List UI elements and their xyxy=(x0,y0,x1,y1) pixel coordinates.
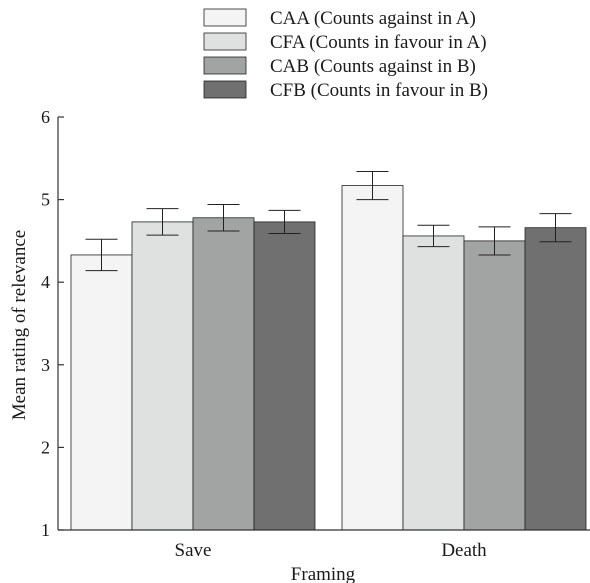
bar xyxy=(463,240,526,531)
bar xyxy=(192,217,255,531)
y-tick-label: 3 xyxy=(41,355,50,375)
legend-label: CAB (Counts against in B) xyxy=(270,56,476,77)
y-ticks: 1 2 3 4 5 6 xyxy=(41,107,64,540)
x-tick-label: Save xyxy=(175,540,212,561)
y-tick-label: 2 xyxy=(41,437,50,457)
y-tick-label: 4 xyxy=(41,272,50,292)
bar xyxy=(131,221,194,531)
bar xyxy=(253,221,316,531)
axes xyxy=(57,117,590,531)
bar xyxy=(341,185,404,531)
y-tick-label: 6 xyxy=(41,107,50,127)
y-tick-label: 1 xyxy=(41,520,50,540)
y-axis-label: Mean rating of relevance xyxy=(9,230,30,420)
legend-label: CFA (Counts in favour in A) xyxy=(270,32,487,53)
legend-swatch xyxy=(203,80,247,99)
x-tick-label: Death xyxy=(441,540,487,561)
legend: CAA (Counts against in A) CFA (Counts in … xyxy=(203,8,488,101)
legend-label: CAA (Counts against in A) xyxy=(270,8,476,29)
bar xyxy=(70,254,133,531)
bar xyxy=(524,227,587,531)
y-tick-label: 5 xyxy=(41,190,50,210)
legend-swatch xyxy=(203,32,247,51)
x-categories: Save Death xyxy=(175,540,488,561)
bar xyxy=(402,235,465,531)
error-bars xyxy=(85,171,572,272)
x-axis-label: Framing xyxy=(291,564,356,583)
bars xyxy=(70,185,587,531)
legend-swatch xyxy=(203,8,247,27)
legend-swatch xyxy=(203,56,247,75)
legend-label: CFB (Counts in favour in B) xyxy=(270,80,488,101)
